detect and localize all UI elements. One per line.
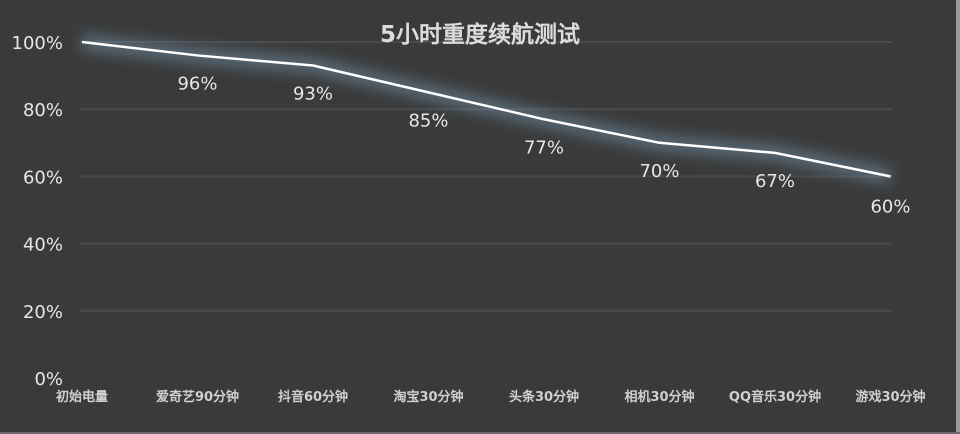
data-label: 67% bbox=[755, 171, 795, 192]
battery-line bbox=[81, 40, 891, 178]
x-category-label: 淘宝30分钟 bbox=[393, 389, 463, 405]
data-label: 96% bbox=[177, 73, 217, 94]
y-tick-label: 80% bbox=[23, 100, 63, 121]
data-label: 70% bbox=[639, 161, 679, 182]
x-category-label: QQ音乐30分钟 bbox=[729, 389, 821, 405]
data-label: 93% bbox=[293, 84, 333, 105]
chart-title: 5小时重度续航测试 bbox=[380, 21, 580, 48]
frame-right-border bbox=[956, 0, 960, 434]
y-axis-ticks: 0% 20% 40% 60% 80% 100% bbox=[12, 33, 63, 390]
x-category-label: 抖音60分钟 bbox=[278, 389, 348, 405]
data-line bbox=[81, 40, 891, 178]
data-label: 85% bbox=[408, 110, 448, 131]
x-category-label: 游戏30分钟 bbox=[855, 389, 925, 405]
frame-bottom-border bbox=[0, 432, 960, 434]
x-category-label: 爱奇艺90分钟 bbox=[156, 389, 239, 405]
y-tick-label: 100% bbox=[12, 33, 63, 54]
y-tick-label: 20% bbox=[23, 302, 63, 323]
data-label: 77% bbox=[524, 137, 564, 158]
y-tick-label: 40% bbox=[23, 235, 63, 256]
x-category-label: 相机30分钟 bbox=[624, 389, 694, 405]
x-category-label: 初始电量 bbox=[56, 389, 108, 405]
y-tick-label: 60% bbox=[23, 167, 63, 188]
gridlines bbox=[80, 41, 892, 312]
x-category-label: 头条30分钟 bbox=[509, 389, 579, 405]
x-axis-categories: 初始电量 爱奇艺90分钟 抖音60分钟 淘宝30分钟 头条30分钟 相机30分钟 QQ音乐3… bbox=[56, 389, 926, 405]
y-tick-label: 0% bbox=[34, 369, 63, 390]
data-labels: 96% 93% 85% 77% 70% 67% 60% bbox=[177, 73, 910, 217]
data-label: 60% bbox=[870, 196, 910, 217]
